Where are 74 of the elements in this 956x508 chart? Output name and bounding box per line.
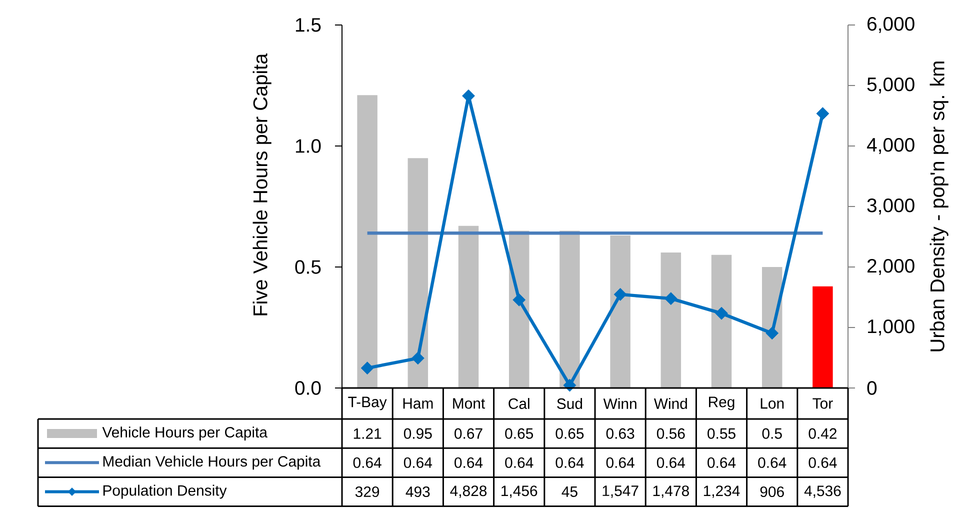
data-label: 0.95: [404, 428, 432, 439]
y-tick-label: 0.0: [295, 381, 321, 395]
bar: [610, 236, 630, 388]
y-tick-label: 1.5: [296, 18, 321, 32]
y2-tick-label: 4,000: [866, 138, 914, 154]
data-label: 0.56: [656, 428, 685, 439]
data-label: 0.55: [708, 428, 736, 439]
data-label: 4,536: [804, 486, 841, 498]
data-label: 0.64: [353, 457, 382, 468]
legend-label: Vehicle Hours per Capita: [102, 426, 268, 441]
legend-label: Population Density: [103, 484, 227, 499]
x-tick-label: Reg: [709, 396, 734, 410]
data-label: 0.65: [556, 428, 584, 439]
point: [816, 107, 830, 120]
data-label: 329: [355, 486, 380, 498]
x-tick-label: Lon: [760, 398, 784, 409]
x-tick-label: Tor: [812, 398, 833, 409]
data-label: 0.64: [454, 457, 483, 468]
bar: [560, 230, 580, 388]
data-label: 0.64: [708, 457, 736, 468]
point: [664, 292, 678, 306]
point: [715, 306, 728, 320]
point: [512, 293, 526, 306]
x-tick-label: Winn: [603, 398, 636, 409]
data-label: 0.64: [556, 457, 584, 468]
x-tick-label: Wind: [654, 398, 687, 409]
data-label: 493: [406, 486, 430, 498]
bar: [762, 266, 782, 388]
bar: [458, 226, 479, 388]
point: [411, 352, 424, 365]
bar: [660, 252, 682, 388]
bar: [711, 254, 732, 388]
data-label: 0.64: [505, 457, 534, 468]
point: [614, 288, 627, 301]
y-tick-label: 1.0: [296, 139, 321, 153]
data-label: 0.64: [758, 457, 786, 468]
y2-tick-label: 3,000: [867, 198, 914, 215]
data-label: 0.64: [404, 457, 432, 468]
bar: [357, 95, 378, 388]
bar: [812, 286, 833, 388]
y2-tick-label: 5,000: [867, 77, 914, 94]
data-label: 0.67: [454, 428, 482, 439]
legend-label: Median Vehicle Hours per Capita: [103, 456, 321, 470]
data-label: 0.65: [505, 428, 534, 439]
y2-tick-label: 1,000: [868, 319, 914, 336]
y2-tick-label: 2,000: [868, 258, 914, 276]
data-label: 1,478: [653, 486, 689, 498]
data-label: 0.42: [808, 428, 837, 439]
data-label: 1,547: [602, 486, 638, 498]
data-label: 4,828: [450, 486, 487, 498]
data-label: 0.63: [606, 428, 634, 439]
data-label: 0.64: [808, 457, 837, 468]
data-label: 0.5: [762, 428, 782, 439]
x-tick-label: T-Bay: [348, 396, 387, 410]
data-label: 45: [562, 486, 578, 497]
data-label: 1,456: [502, 486, 538, 498]
point: [360, 362, 374, 375]
data-label: 0.64: [656, 457, 686, 468]
x-tick-label: Cal: [508, 398, 530, 409]
y2-tick-label: 6,000: [868, 16, 914, 34]
y2-axis-title: Urban Density - pop'n per sq. km: [930, 62, 948, 352]
y2-tick-label: 0: [867, 381, 877, 395]
data-label: 0.64: [606, 457, 634, 468]
y-axis-title: Five Vehicle Hours per Capita: [252, 53, 272, 316]
x-tick-label: Sud: [557, 398, 582, 409]
data-label: 906: [760, 486, 784, 498]
point: [766, 326, 779, 340]
bar: [408, 158, 428, 388]
data-label: 1,234: [704, 486, 740, 498]
x-tick-label: Ham: [403, 398, 433, 409]
data-label: 1.21: [354, 428, 382, 439]
point: [563, 378, 576, 392]
y-tick-label: 0.5: [295, 260, 321, 274]
x-tick-label: Mont: [453, 398, 486, 409]
